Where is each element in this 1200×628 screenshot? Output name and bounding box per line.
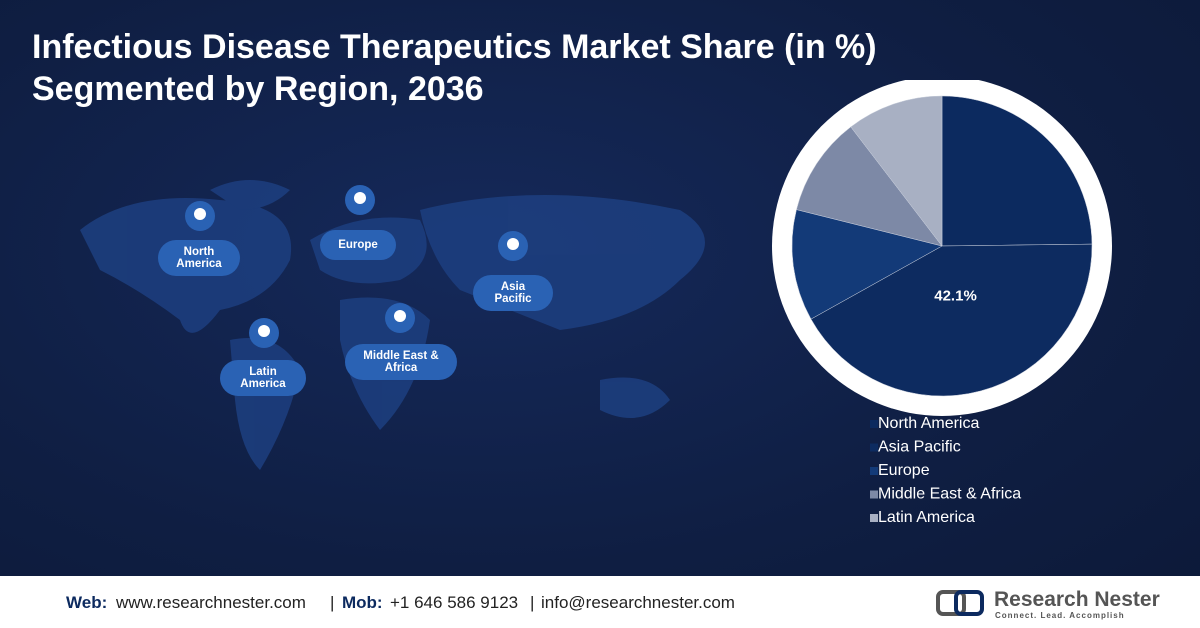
- map-label: North America: [158, 240, 240, 276]
- pie-slice: [791, 209, 943, 320]
- footer-sep: |: [530, 593, 535, 612]
- logo-name: Research Nester: [994, 588, 1160, 611]
- footer-text: www.researchnester.com: [116, 593, 306, 612]
- legend-label: Middle East & Africa: [878, 486, 1021, 503]
- pie-chart: 42.1% North America Asia Pacific Europe Midd…: [772, 80, 1112, 526]
- chart-title: Infectious Disease Therapeutics Market S…: [32, 28, 877, 66]
- pie-slice: [850, 95, 943, 247]
- footer-sep: |: [330, 593, 335, 612]
- legend-label: Europe: [878, 462, 930, 479]
- legend-swatch: [870, 420, 878, 428]
- logo-tagline: Connect. Lead. Accomplish: [995, 611, 1125, 620]
- legend-swatch: [870, 490, 878, 499]
- data-label: 42.1%: [934, 288, 977, 305]
- pie-slice: [810, 243, 1093, 397]
- map-label: Asia Pacific: [473, 275, 553, 311]
- footer-text: +1 646 586 9123: [390, 593, 519, 612]
- map-label: Europe: [320, 230, 396, 260]
- pie-slice: [941, 95, 1093, 247]
- footer-label: Mob:: [342, 593, 383, 612]
- legend-label: Asia Pacific: [878, 439, 961, 456]
- footer-text: info@researchnester.com: [541, 593, 735, 612]
- legend-label: Latin America: [878, 509, 975, 526]
- legend-swatch: [870, 467, 878, 475]
- legend-label: North America: [878, 415, 979, 432]
- footer: Web: www.researchnester.com | Mob: +1 64…: [0, 576, 1200, 628]
- footer-label: Web:: [66, 593, 108, 612]
- pie-slice: [796, 126, 943, 247]
- legend-swatch: [870, 514, 878, 522]
- map-label: Middle East & Africa: [345, 344, 457, 380]
- chart-subtitle: Segmented by Region, 2036: [32, 70, 484, 108]
- legend-swatch: [870, 443, 878, 452]
- logo-icon: [936, 590, 984, 616]
- map-label: Latin America: [220, 360, 306, 396]
